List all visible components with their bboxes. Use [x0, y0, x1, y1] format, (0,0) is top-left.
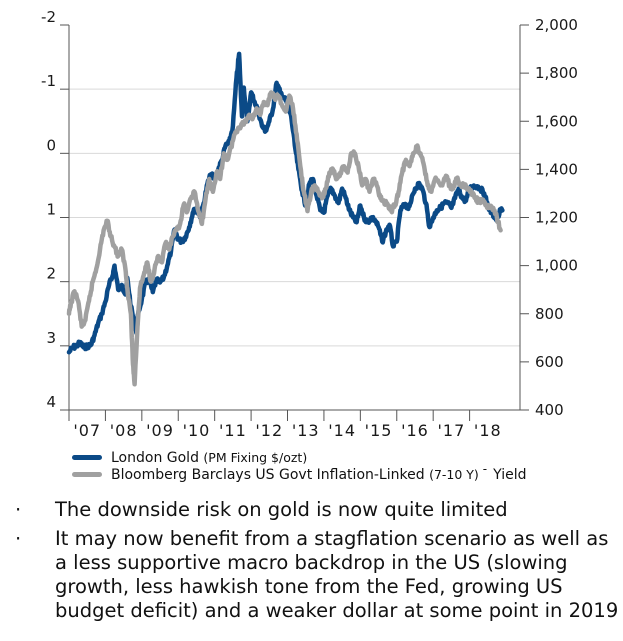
legend: London Gold (PM Fixing $/ozt) Bloomberg … — [72, 449, 526, 483]
left-tick-label: -1 — [41, 72, 56, 90]
right-tick-label: 1,200 — [535, 209, 578, 227]
x-tick-label: '09 — [146, 421, 174, 440]
right-tick-label: 800 — [535, 305, 564, 323]
left-tick-label: -2 — [41, 8, 56, 26]
left-tick-label: 3 — [46, 329, 56, 347]
legend-label-tips-suffix: (7-10 Y) — [429, 466, 479, 482]
series-line-tips-yield — [66, 90, 503, 387]
bullet-text: The downside risk on gold is now quite l… — [55, 498, 508, 521]
left-tick-label: 4 — [46, 393, 56, 411]
right-tick-label: 600 — [535, 353, 564, 371]
legend-label-tips-tail: Yield — [493, 466, 527, 483]
axes — [60, 24, 529, 421]
x-tick-label: '14 — [328, 421, 356, 440]
x-tick-label: '11 — [219, 421, 247, 440]
legend-swatch-tips — [72, 472, 102, 477]
legend-item-tips: Bloomberg Barclays US Govt Inflation-Lin… — [72, 462, 527, 483]
x-tick-label: '13 — [292, 421, 320, 440]
x-tick-label: '18 — [474, 421, 502, 440]
x-tick-label: '17 — [438, 421, 466, 440]
tick-labels: -2 -1 0 1 2 3 4 2,000 1,800 1,600 1,400 1,200 1,000 8… — [41, 8, 578, 440]
legend-label-gold: London Gold — [111, 449, 199, 466]
x-tick-label: '12 — [255, 421, 283, 440]
legend-item-gold: London Gold (PM Fixing $/ozt) — [72, 449, 526, 466]
x-tick-label: '08 — [110, 421, 138, 440]
chart: -2 -1 0 1 2 3 4 2,000 1,800 1,600 1,400 1,200 1,000 8… — [41, 8, 578, 440]
bullet-item: · It may now benefit from a stagflation … — [0, 527, 623, 623]
bullet-list: · The downside risk on gold is now quite… — [0, 498, 623, 628]
series-layer — [66, 51, 505, 387]
left-tick-label: 1 — [46, 201, 56, 219]
series-line-gold — [66, 51, 505, 355]
bullet-marker: · — [15, 498, 22, 521]
x-tick-label: '07 — [73, 421, 101, 440]
left-tick-label: 0 — [46, 136, 56, 154]
bullet-item: · The downside risk on gold is now quite… — [0, 498, 623, 522]
legend-label-tips-dash: - — [482, 461, 488, 476]
legend-swatch-gold — [72, 455, 102, 460]
bullet-text: It may now benefit from a stagflation sc… — [55, 527, 619, 622]
x-tick-label: '16 — [401, 421, 429, 440]
right-tick-label: 1,400 — [535, 160, 578, 178]
right-tick-label: 2,000 — [535, 16, 578, 34]
right-tick-label: 400 — [535, 401, 564, 419]
right-tick-label: 1,800 — [535, 64, 578, 82]
left-tick-label: 2 — [46, 265, 56, 283]
bullet-marker: · — [15, 527, 22, 550]
x-tick-label: '15 — [365, 421, 393, 440]
right-tick-label: 1,000 — [535, 257, 578, 275]
x-tick-label: '10 — [183, 421, 211, 440]
right-tick-label: 1,600 — [535, 112, 578, 130]
legend-label-tips: Bloomberg Barclays US Govt Inflation-Lin… — [111, 466, 425, 483]
legend-label-gold-suffix: (PM Fixing $/ozt) — [203, 449, 308, 465]
